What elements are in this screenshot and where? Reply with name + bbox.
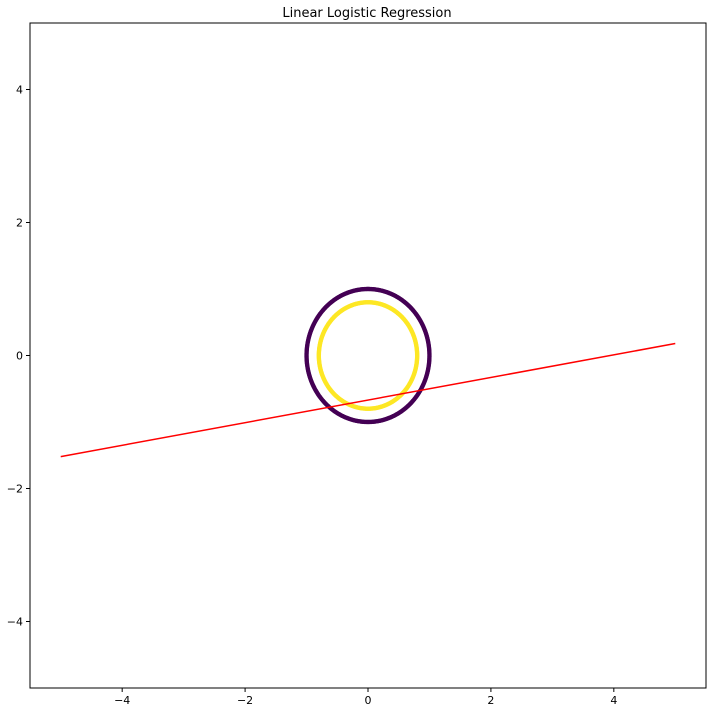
plot-area [60, 286, 676, 458]
data-point [427, 354, 432, 359]
y-tick-label: 4 [16, 84, 23, 97]
x-tick-label: −2 [237, 694, 253, 707]
x-axis-ticks: −4 −2 0 2 4 [114, 688, 617, 707]
x-tick-label: 0 [365, 694, 372, 707]
x-tick-label: −4 [114, 694, 130, 707]
y-tick-label: 2 [16, 217, 23, 230]
axes-frame [29, 22, 707, 689]
decision-boundary-line [60, 342, 676, 458]
y-tick-label: −2 [7, 483, 23, 496]
y-tick-label: 0 [16, 350, 23, 363]
y-axis-ticks: −4 −2 0 2 4 [7, 84, 30, 629]
x-tick-label: 4 [610, 694, 617, 707]
chart-title: Linear Logistic Regression [282, 6, 451, 21]
x-tick-label: 2 [487, 694, 494, 707]
data-point [414, 354, 420, 359]
y-tick-label: −4 [7, 616, 23, 629]
